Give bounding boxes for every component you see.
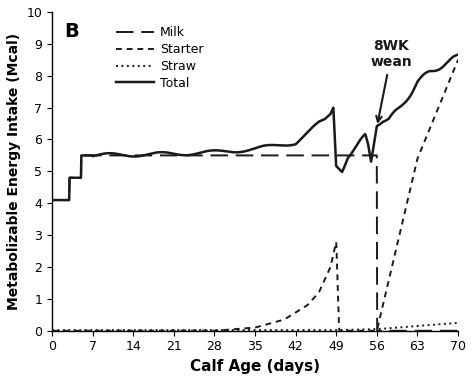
- Milk: [214, 153, 219, 158]
- Straw: [49, 328, 55, 333]
- Milk: [91, 153, 97, 158]
- Starter: [328, 263, 333, 267]
- Line: Starter: Starter: [52, 60, 458, 331]
- Starter: [373, 328, 379, 333]
- Straw: [366, 327, 371, 332]
- Starter: [455, 58, 461, 62]
- Milk: [49, 198, 55, 202]
- Total: [213, 148, 219, 153]
- Total: [328, 111, 333, 115]
- Total: [366, 145, 371, 150]
- Starter: [228, 327, 234, 332]
- X-axis label: Calf Age (days): Calf Age (days): [190, 359, 320, 374]
- Straw: [373, 327, 379, 331]
- Line: Milk: Milk: [52, 155, 458, 331]
- Milk: [374, 328, 380, 333]
- Starter: [91, 328, 96, 333]
- Starter: [213, 328, 219, 333]
- Line: Total: Total: [52, 55, 458, 200]
- Milk: [455, 328, 461, 333]
- Starter: [49, 328, 55, 333]
- Milk: [79, 153, 84, 158]
- Milk: [328, 153, 334, 158]
- Total: [455, 53, 461, 57]
- Straw: [228, 328, 234, 333]
- Straw: [455, 320, 461, 325]
- Text: B: B: [64, 21, 79, 40]
- Milk: [374, 153, 379, 158]
- Total: [373, 130, 379, 134]
- Total: [49, 198, 55, 202]
- Straw: [213, 328, 219, 333]
- Y-axis label: Metabolizable Energy Intake (Mcal): Metabolizable Energy Intake (Mcal): [7, 33, 21, 310]
- Line: Straw: Straw: [52, 323, 458, 330]
- Straw: [328, 328, 333, 333]
- Total: [91, 154, 96, 158]
- Total: [228, 150, 234, 154]
- Milk: [366, 153, 372, 158]
- Text: 8WK
wean: 8WK wean: [370, 39, 412, 122]
- Milk: [228, 153, 234, 158]
- Legend: Milk, Starter, Straw, Total: Milk, Starter, Straw, Total: [111, 21, 209, 94]
- Straw: [91, 328, 96, 333]
- Starter: [366, 328, 371, 333]
